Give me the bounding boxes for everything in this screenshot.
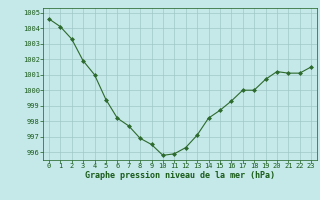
X-axis label: Graphe pression niveau de la mer (hPa): Graphe pression niveau de la mer (hPa) bbox=[85, 171, 275, 180]
